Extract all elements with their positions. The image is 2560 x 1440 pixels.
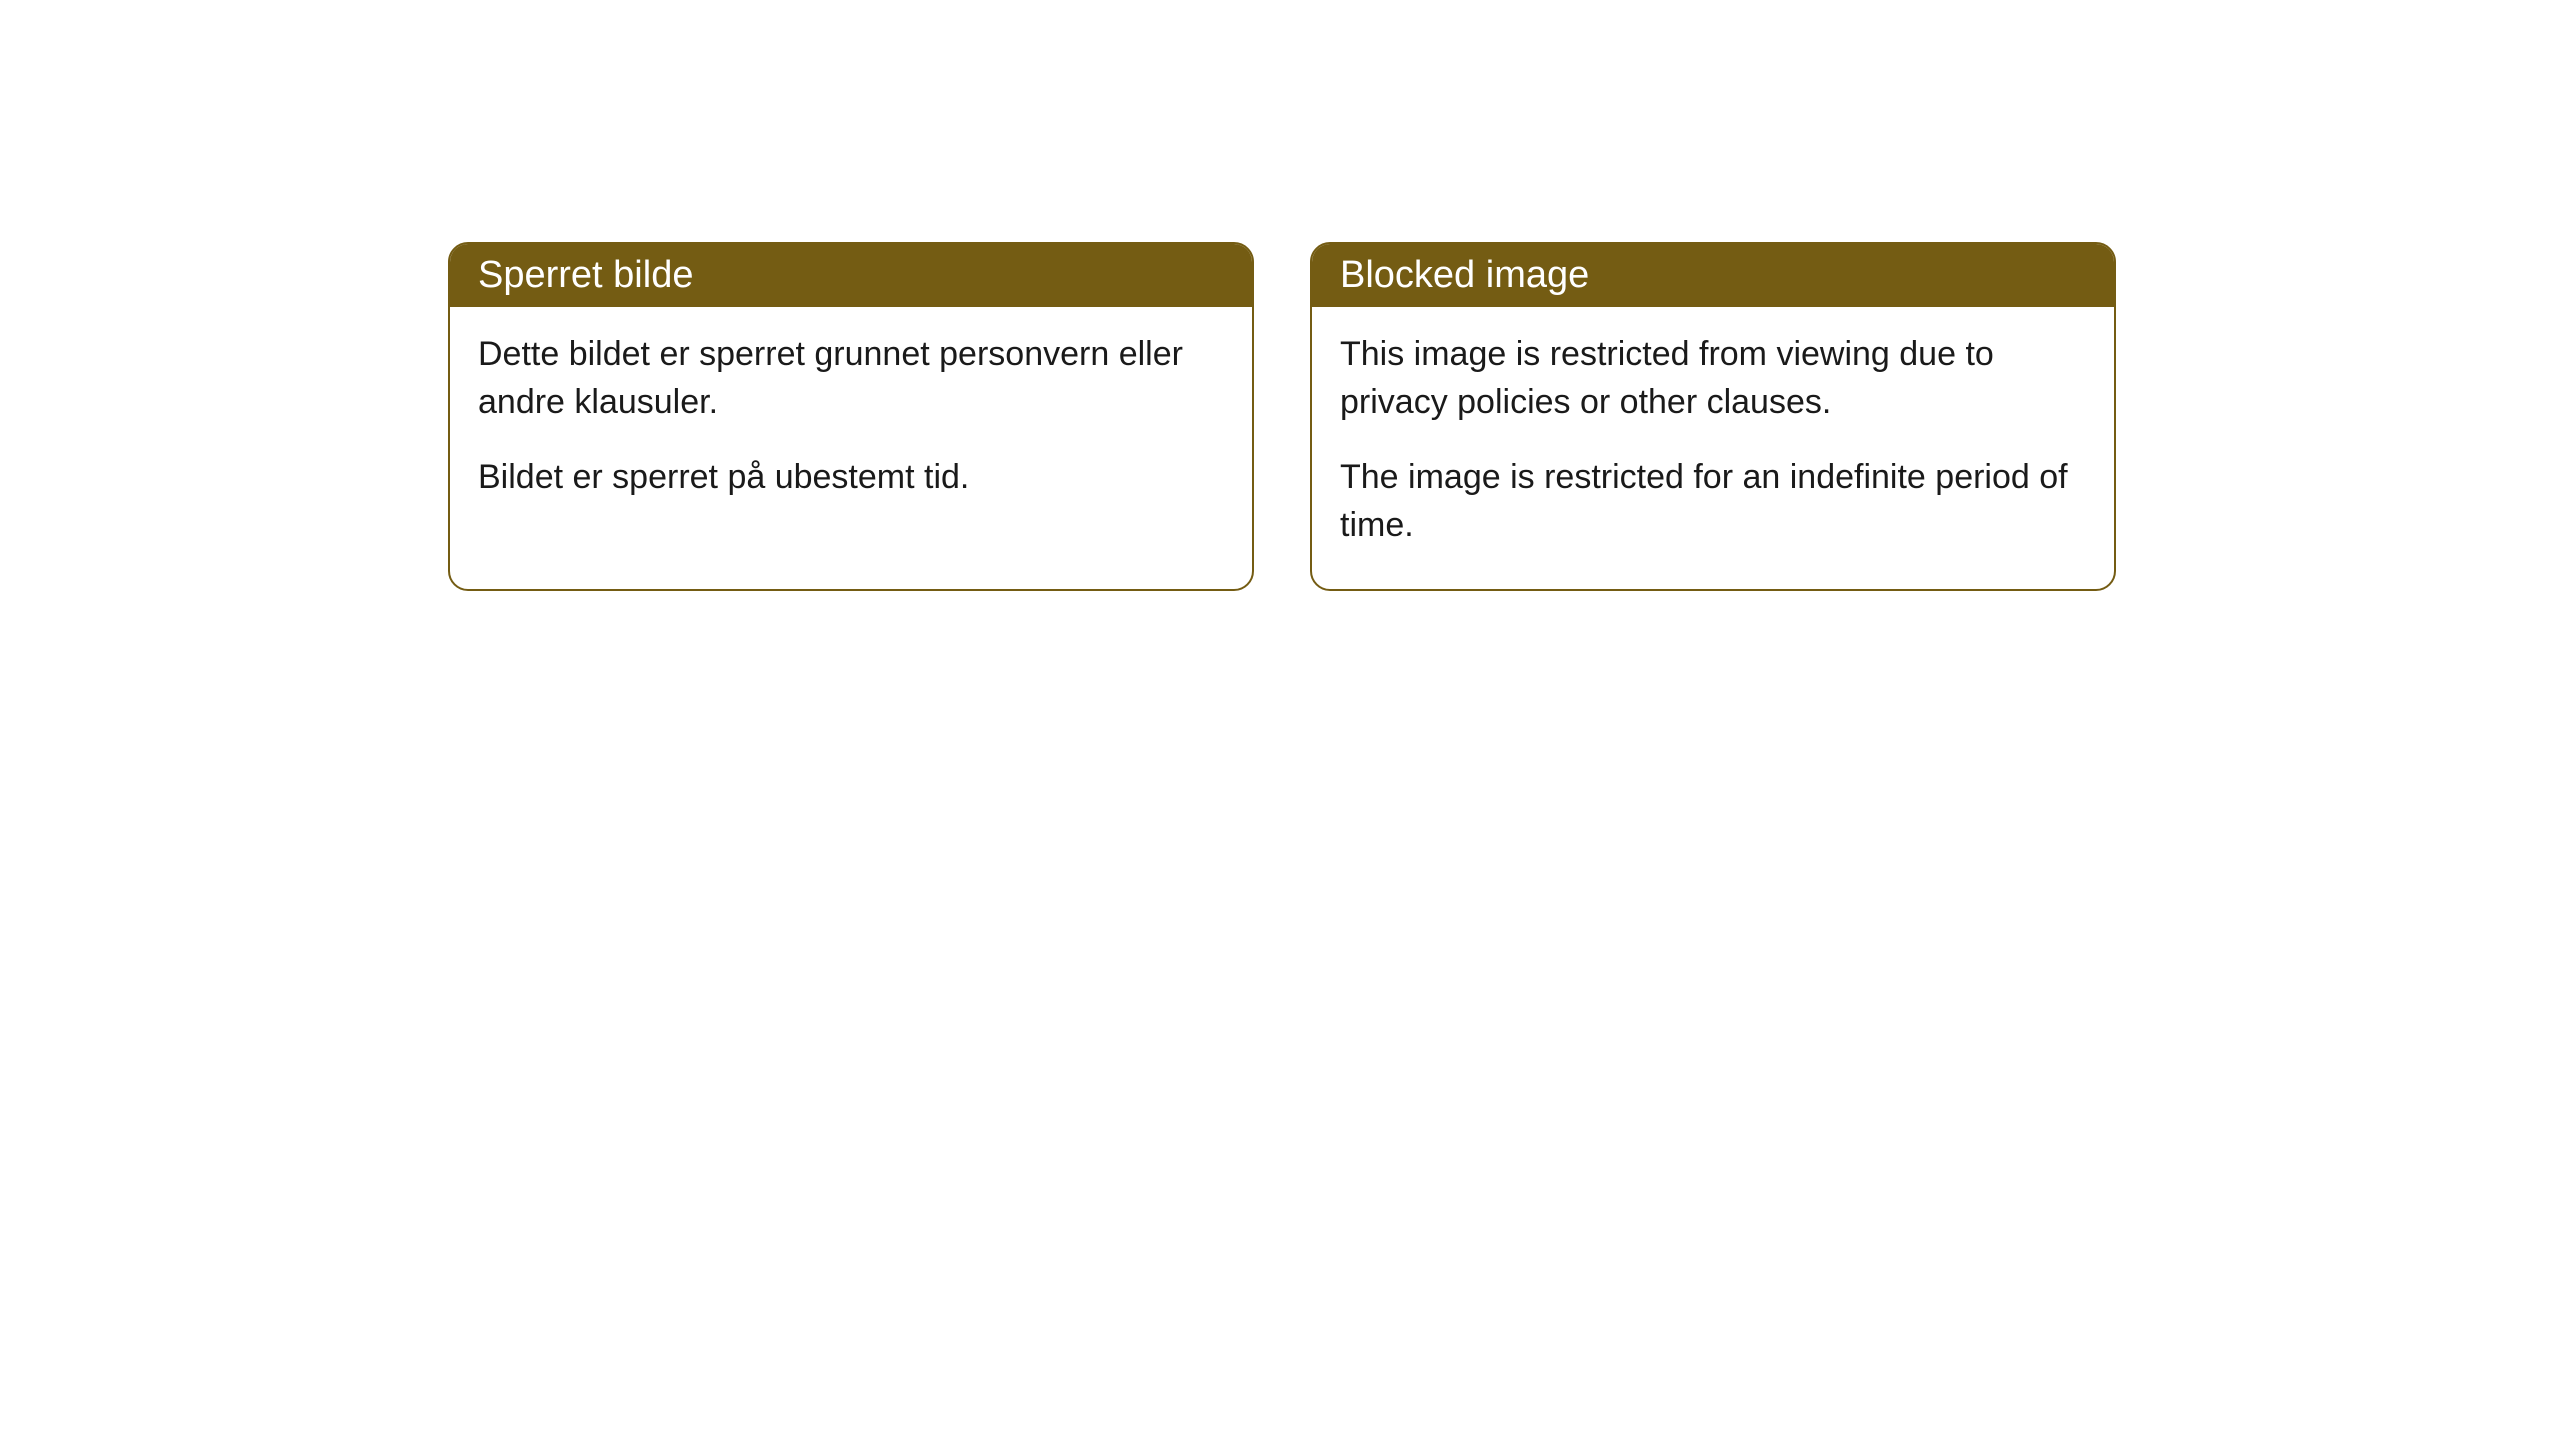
notice-text-norwegian-2: Bildet er sperret på ubestemt tid. bbox=[478, 454, 1224, 502]
card-body-norwegian: Dette bildet er sperret grunnet personve… bbox=[450, 307, 1252, 542]
card-header-english: Blocked image bbox=[1312, 244, 2114, 307]
notice-text-norwegian-1: Dette bildet er sperret grunnet personve… bbox=[478, 331, 1224, 426]
blocked-image-card-norwegian: Sperret bilde Dette bildet er sperret gr… bbox=[448, 242, 1254, 591]
card-header-norwegian: Sperret bilde bbox=[450, 244, 1252, 307]
blocked-image-card-english: Blocked image This image is restricted f… bbox=[1310, 242, 2116, 591]
card-body-english: This image is restricted from viewing du… bbox=[1312, 307, 2114, 589]
notice-text-english-2: The image is restricted for an indefinit… bbox=[1340, 454, 2086, 549]
notice-container: Sperret bilde Dette bildet er sperret gr… bbox=[0, 0, 2560, 591]
notice-text-english-1: This image is restricted from viewing du… bbox=[1340, 331, 2086, 426]
